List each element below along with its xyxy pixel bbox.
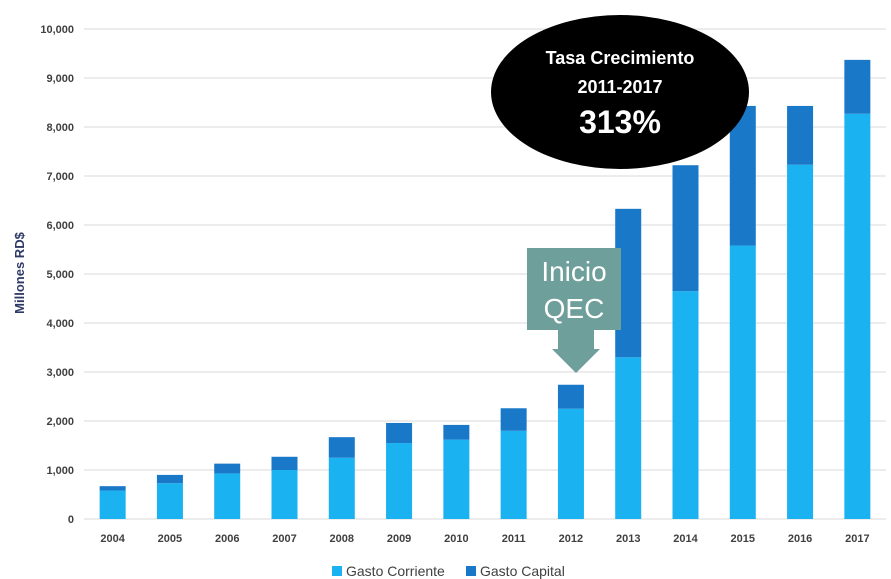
bar-gasto-corriente-2004 <box>99 490 126 519</box>
x-tick-label: 2004 <box>100 533 125 545</box>
y-tick-label: 2,000 <box>46 416 74 428</box>
bar-gasto-capital-2012 <box>557 384 584 409</box>
x-tick-label: 2005 <box>158 533 182 545</box>
y-tick-label: 8,000 <box>46 122 74 134</box>
bar-gasto-capital-2015 <box>729 105 756 246</box>
legend: Gasto Corriente Gasto Capital <box>332 563 565 579</box>
x-tick-label: 2006 <box>215 533 239 545</box>
bubble-shape <box>491 15 749 169</box>
x-tick-label: 2011 <box>502 533 526 545</box>
y-axis-ticks: 0 1,000 2,000 3,000 4,000 5,000 6,000 7,000 8,00… <box>40 24 74 526</box>
y-axis-label: Millones RD$ <box>12 231 27 313</box>
bar-gasto-capital-2016 <box>787 105 814 165</box>
x-tick-label: 2013 <box>616 533 640 545</box>
legend-swatch-gasto-corriente <box>332 566 342 576</box>
x-tick-label: 2010 <box>444 533 468 545</box>
bar-gasto-corriente-2007 <box>271 470 298 519</box>
x-tick-label: 2008 <box>330 533 354 545</box>
arrow-shape <box>527 248 621 373</box>
x-tick-label: 2007 <box>272 533 296 545</box>
y-tick-label: 1,000 <box>46 465 74 477</box>
y-tick-label: 4,000 <box>46 318 74 330</box>
bar-gasto-corriente-2010 <box>443 439 470 519</box>
bar-gasto-capital-2008 <box>328 437 355 458</box>
y-tick-label: 5,000 <box>46 269 74 281</box>
bar-gasto-capital-2017 <box>844 59 871 114</box>
y-tick-label: 10,000 <box>40 24 74 36</box>
bar-gasto-capital-2007 <box>271 456 298 470</box>
x-axis-ticks: 2004 2005 2006 2007 2008 2009 2010 2011 2012 2013… <box>100 533 869 545</box>
y-tick-label: 0 <box>68 514 74 526</box>
inicio-qec-arrow: Inicio QEC <box>527 248 621 373</box>
bar-gasto-corriente-2016 <box>787 164 814 520</box>
legend-swatch-gasto-capital <box>466 566 476 576</box>
bar-gasto-capital-2014 <box>672 165 699 292</box>
bar-gasto-capital-2004 <box>99 486 126 491</box>
bubble-line-1: Tasa Crecimiento <box>546 48 695 68</box>
bar-gasto-capital-2006 <box>214 463 241 474</box>
bar-gasto-capital-2011 <box>500 408 527 431</box>
bars <box>99 59 871 520</box>
y-tick-label: 7,000 <box>46 171 74 183</box>
x-tick-label: 2012 <box>559 533 583 545</box>
arrow-line-2: QEC <box>544 293 605 324</box>
legend-label-gasto-corriente: Gasto Corriente <box>346 563 445 579</box>
bar-gasto-corriente-2008 <box>328 457 355 519</box>
bubble-line-3: 313% <box>579 104 661 140</box>
bar-gasto-corriente-2011 <box>500 430 527 519</box>
x-tick-label: 2017 <box>845 533 869 545</box>
bar-gasto-capital-2010 <box>443 424 470 440</box>
x-tick-label: 2016 <box>788 533 812 545</box>
bar-gasto-corriente-2012 <box>557 408 584 519</box>
bar-gasto-corriente-2006 <box>214 473 241 519</box>
arrow-line-1: Inicio <box>541 256 606 287</box>
y-tick-label: 6,000 <box>46 220 74 232</box>
bar-gasto-corriente-2009 <box>386 443 413 519</box>
legend-label-gasto-capital: Gasto Capital <box>480 563 565 579</box>
gridlines <box>84 28 886 520</box>
x-tick-label: 2014 <box>673 533 698 545</box>
bar-gasto-corriente-2015 <box>729 245 756 519</box>
bar-gasto-corriente-2017 <box>844 113 871 520</box>
bubble-line-2: 2011-2017 <box>577 77 662 97</box>
x-tick-label: 2009 <box>387 533 411 545</box>
bar-gasto-corriente-2013 <box>615 357 642 519</box>
y-tick-label: 9,000 <box>46 73 74 85</box>
bar-gasto-corriente-2014 <box>672 291 699 519</box>
growth-rate-bubble: Tasa Crecimiento 2011-2017 313% <box>491 15 749 169</box>
bar-gasto-capital-2009 <box>386 422 413 444</box>
bar-gasto-capital-2005 <box>156 474 183 484</box>
bar-gasto-corriente-2005 <box>156 483 183 519</box>
y-tick-label: 3,000 <box>46 367 74 379</box>
x-tick-label: 2015 <box>731 533 755 545</box>
